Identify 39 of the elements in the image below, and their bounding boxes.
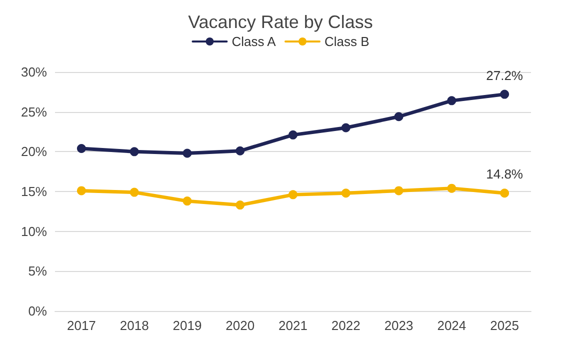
- x-tick-label: 2017: [66, 318, 96, 333]
- point: [341, 188, 350, 198]
- x-tick-label: 2018: [120, 318, 149, 333]
- point: [447, 96, 456, 106]
- point: [500, 188, 510, 198]
- x-tick-label: 2021: [278, 318, 308, 333]
- point: [288, 130, 298, 140]
- y-tick-label: 5%: [28, 264, 48, 279]
- point: [288, 190, 298, 200]
- data-label: 27.2%: [486, 68, 524, 83]
- legend-label: Class A: [232, 34, 276, 49]
- point: [182, 196, 192, 206]
- data-label: 14.8%: [486, 166, 524, 182]
- point: [394, 112, 404, 122]
- y-tick-label: 30%: [20, 64, 48, 80]
- point: [500, 90, 510, 99]
- point: [394, 186, 404, 196]
- x-tick-label: 2020: [226, 318, 255, 333]
- y-tick-label: 15%: [20, 184, 48, 199]
- point: [341, 123, 350, 132]
- y-tick-label: 20%: [20, 144, 48, 160]
- point: [130, 147, 139, 156]
- x-tick-label: 2024: [437, 318, 466, 333]
- y-tick-label: 0%: [28, 304, 48, 318]
- point: [182, 148, 192, 158]
- y-tick-label: 25%: [20, 104, 48, 120]
- x-tick-label: 2022: [331, 318, 360, 333]
- legend-label: Class B: [324, 34, 370, 49]
- chart-title: Vacancy Rate by Class: [188, 12, 373, 32]
- point: [130, 188, 139, 197]
- point: [236, 200, 245, 210]
- point: [236, 146, 245, 156]
- point: [447, 184, 456, 193]
- y-tick-label: 10%: [20, 224, 48, 239]
- point: [76, 144, 86, 153]
- x-tick-label: 2019: [172, 318, 202, 333]
- x-tick-label: 2025: [490, 318, 520, 333]
- x-tick-label: 2023: [384, 318, 414, 333]
- point: [76, 186, 86, 196]
